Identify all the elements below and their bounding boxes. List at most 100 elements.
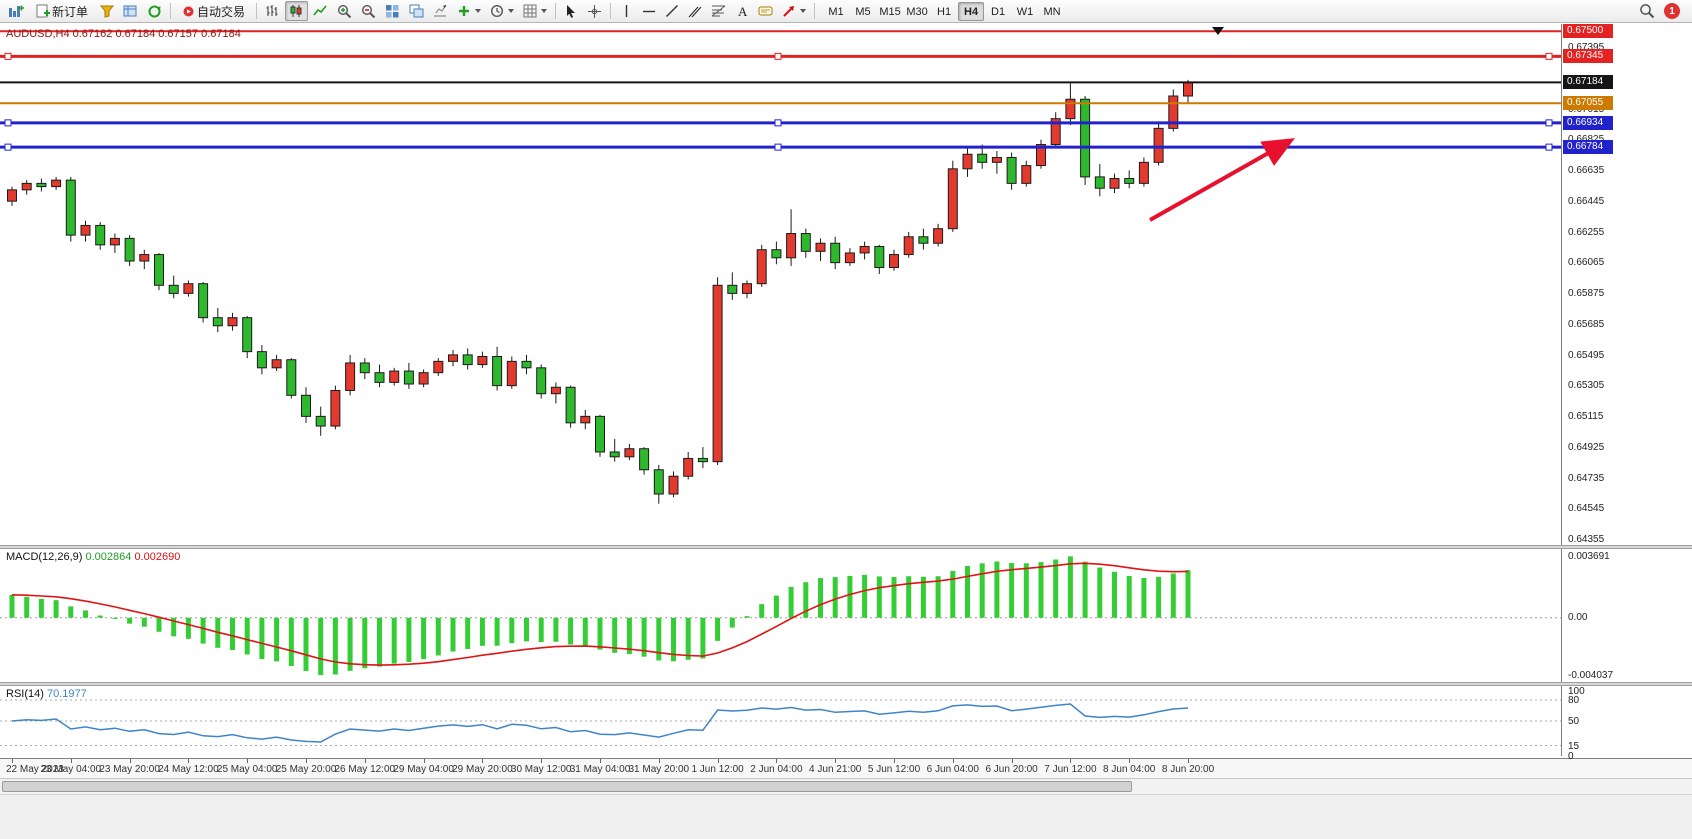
hline-handle[interactable] (4, 52, 12, 60)
horizontal-line-tool-button[interactable] (638, 1, 660, 21)
time-tick (188, 759, 190, 763)
timeframe-h4[interactable]: H4 (958, 1, 985, 21)
rsi-line (11, 703, 1189, 743)
auto-trading-icon (183, 6, 194, 16)
time-tick (1188, 759, 1189, 763)
search-button[interactable] (1635, 1, 1659, 21)
rsi-scale-label: 50 (1568, 716, 1580, 727)
cascade-windows-button[interactable] (405, 1, 428, 21)
time-label: 6 Jun 04:00 (926, 764, 979, 775)
price-scale-label: 0.65115 (1568, 411, 1604, 423)
macd-signal-value: 0.002690 (134, 551, 181, 563)
auto-trading-label: 自动交易 (197, 4, 246, 19)
hline-handle[interactable] (4, 143, 12, 151)
hline-handle[interactable] (1545, 52, 1553, 60)
price-scale-label: 0.66255 (1568, 226, 1605, 238)
time-tick (1070, 759, 1072, 763)
hline-handle[interactable] (1545, 119, 1553, 127)
time-label: 29 May 20:00 (452, 764, 513, 775)
pane-splitter[interactable] (0, 682, 1692, 686)
hline-handle[interactable] (774, 119, 782, 127)
price-scale-label: 0.65305 (1568, 380, 1605, 392)
rsi-label: RSI(14) 70.1977 (6, 688, 87, 700)
search-icon (1640, 4, 1655, 19)
channel-tool-button[interactable] (684, 1, 706, 21)
timeframe-h1[interactable]: H1 (937, 5, 952, 18)
price-box-last-price: 0.67184 (1563, 75, 1613, 90)
zoom-out-button[interactable] (357, 1, 380, 21)
trend-arrow-annotation[interactable] (1149, 138, 1295, 222)
timeframe-w1[interactable]: W1 (1016, 5, 1034, 18)
main-chart[interactable] (0, 24, 1561, 545)
new-order-button[interactable]: 新订单 (29, 1, 95, 21)
chart-shift-button[interactable] (429, 1, 452, 21)
indicators-button[interactable] (453, 1, 485, 21)
timeframe-m30[interactable]: M30 (906, 5, 928, 18)
price-box-support-upper: 0.66934 (1563, 115, 1613, 130)
chevron-down-icon (541, 9, 548, 13)
scrollbar-thumb[interactable] (2, 781, 1132, 792)
horizontal-scrollbar[interactable] (0, 778, 1692, 794)
data-window-button[interactable] (119, 1, 142, 21)
time-label: 29 May 04:00 (393, 764, 454, 775)
fibonacci-tool-button[interactable] (707, 1, 730, 21)
market-watch-button[interactable] (96, 1, 118, 21)
periods-button[interactable] (486, 1, 518, 21)
rsi-pane[interactable] (0, 686, 1561, 756)
hline-handle[interactable] (1545, 143, 1553, 151)
price-scale-label: 0.64735 (1568, 472, 1605, 484)
price-scale[interactable]: 0.003691 0.00 -0.004037 0.673950.670150.… (1561, 24, 1692, 762)
macd-label: MACD(12,26,9) 0.002864 0.002690 (6, 551, 180, 563)
symbol-ohlc-label: AUDUSD,H4 0.67162 0.67184 0.67157 0.6718… (6, 28, 241, 40)
price-scale-label: 0.64355 (1568, 534, 1605, 546)
templates-button[interactable] (519, 1, 551, 21)
tile-windows-button[interactable] (381, 1, 404, 21)
candlestick-chart-type-button[interactable] (285, 1, 309, 21)
crosshair-tool-button[interactable] (583, 1, 606, 21)
time-axis[interactable]: 22 May 2023 23 May 04:00 23 May 20:00 24 Ma… (0, 758, 1692, 778)
refresh-button[interactable] (143, 1, 166, 21)
auto-trading-button[interactable]: 自动交易 (175, 1, 252, 21)
time-tick (952, 759, 954, 763)
trendline-tool-button[interactable] (661, 1, 683, 21)
bar-chart-type-button[interactable] (261, 1, 284, 21)
timeframe-m15[interactable]: M15 (879, 5, 901, 18)
zoom-in-button[interactable] (333, 1, 356, 21)
macd-scale-zero: 0.00 (1568, 611, 1588, 623)
time-tick (600, 759, 601, 763)
notification-badge[interactable]: 1 (1664, 3, 1680, 19)
hline-handle[interactable] (774, 52, 782, 60)
horizontal-line-objects[interactable] (0, 30, 1561, 151)
price-box-pivot-orange: 0.67055 (1563, 96, 1613, 111)
time-label: 25 May 04:00 (216, 764, 278, 775)
macd-signal-line (11, 562, 1189, 666)
timeframe-mn[interactable]: MN (1043, 5, 1061, 18)
hline-handle[interactable] (774, 143, 782, 151)
timeframe-m1[interactable]: M1 (828, 5, 844, 18)
candlestick-series (7, 79, 1193, 504)
price-scale-label: 0.66065 (1568, 257, 1605, 269)
time-tick (658, 759, 660, 763)
timeframe-d1[interactable]: D1 (991, 5, 1006, 18)
price-scale-label: 0.64545 (1568, 503, 1605, 515)
toolbar-separator (814, 3, 816, 19)
hline-handle[interactable] (4, 119, 12, 127)
macd-pane[interactable] (0, 549, 1561, 682)
line-chart-type-button[interactable] (309, 1, 332, 21)
vertical-line-tool-button[interactable] (615, 1, 637, 21)
rsi-scale-label: 15 (1568, 740, 1580, 752)
price-scale-label: 0.66825 (1568, 134, 1604, 145)
main-toolbar: 新订单 自动交易 A M1 M5 M15 M30 H1 H (0, 0, 1692, 23)
chevron-down-icon (475, 9, 482, 13)
new-chart-button[interactable] (4, 1, 28, 21)
macd-histogram (9, 556, 1191, 676)
time-tick (423, 759, 425, 763)
arrows-tool-button[interactable] (778, 1, 810, 21)
text-tool-button[interactable]: A (731, 1, 753, 21)
cursor-tool-button[interactable] (560, 1, 582, 21)
timeframe-m5[interactable]: M5 (855, 5, 871, 18)
time-tick (247, 759, 249, 763)
pane-splitter[interactable] (0, 545, 1692, 549)
macd-scale-min: -0.004037 (1568, 670, 1614, 681)
text-label-tool-button[interactable] (754, 1, 777, 21)
